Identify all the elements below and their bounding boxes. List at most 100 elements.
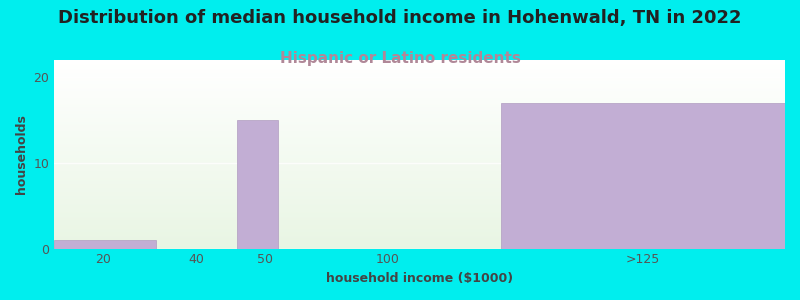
Bar — [54, 87, 785, 88]
Bar — [54, 201, 785, 202]
Bar — [54, 204, 785, 205]
Bar — [54, 101, 785, 102]
Bar — [54, 126, 785, 127]
Bar — [54, 139, 785, 140]
Bar — [54, 218, 785, 219]
Bar — [54, 217, 785, 218]
Bar — [54, 240, 156, 249]
Bar — [54, 143, 785, 144]
Bar — [54, 209, 785, 210]
Bar — [54, 224, 785, 225]
Bar — [54, 199, 785, 200]
Bar — [54, 79, 785, 80]
Bar — [54, 135, 785, 136]
Bar — [54, 245, 785, 246]
Bar — [54, 241, 785, 242]
Bar — [54, 75, 785, 76]
Bar — [54, 70, 785, 71]
Bar — [54, 161, 785, 162]
Bar — [54, 118, 785, 119]
Bar — [54, 73, 785, 74]
Bar — [54, 72, 785, 73]
Bar — [54, 88, 785, 89]
Bar — [54, 106, 785, 107]
Bar — [54, 231, 785, 232]
Bar — [54, 226, 785, 227]
Bar — [54, 120, 785, 121]
Bar — [54, 200, 785, 201]
Bar — [54, 151, 785, 152]
Bar — [54, 212, 785, 213]
Bar — [237, 120, 278, 249]
Bar — [54, 153, 785, 154]
Bar — [54, 133, 785, 134]
Bar — [54, 203, 785, 204]
Bar — [54, 244, 785, 245]
Bar — [54, 131, 785, 132]
Y-axis label: households: households — [15, 114, 28, 194]
Bar — [54, 174, 785, 175]
Bar — [54, 213, 785, 214]
Bar — [54, 183, 785, 184]
Bar — [54, 110, 785, 111]
Bar — [54, 150, 785, 151]
Bar — [54, 206, 785, 207]
Bar — [54, 62, 785, 63]
Bar — [54, 168, 785, 169]
Bar — [54, 80, 785, 81]
Bar — [54, 189, 785, 190]
Bar — [54, 118, 785, 119]
Bar — [54, 221, 785, 222]
Bar — [54, 114, 785, 115]
Bar — [54, 115, 785, 116]
Bar — [54, 116, 785, 117]
Bar — [54, 145, 785, 146]
Bar — [54, 123, 785, 124]
Bar — [54, 127, 785, 128]
Bar — [54, 172, 785, 173]
Bar — [54, 180, 785, 181]
Bar — [54, 91, 785, 92]
Bar — [54, 187, 785, 188]
Bar — [54, 177, 785, 178]
Bar — [54, 109, 785, 110]
Bar — [54, 81, 785, 82]
Bar — [54, 210, 785, 211]
Bar — [54, 185, 785, 186]
Bar — [54, 155, 785, 156]
Bar — [54, 237, 785, 238]
Bar — [54, 248, 785, 249]
Bar — [54, 112, 785, 113]
Bar — [54, 141, 785, 142]
Bar — [54, 176, 785, 177]
Bar — [54, 137, 785, 138]
Bar — [54, 243, 785, 244]
Bar — [54, 159, 785, 160]
Bar — [54, 193, 785, 194]
Bar — [54, 89, 785, 90]
Bar — [54, 170, 785, 171]
Bar — [54, 156, 785, 157]
Bar — [54, 111, 785, 112]
Bar — [54, 195, 785, 196]
Bar — [54, 121, 785, 122]
Bar — [54, 190, 785, 191]
Bar — [54, 191, 785, 192]
Bar — [54, 234, 785, 236]
Bar — [54, 247, 785, 248]
Bar — [54, 227, 785, 228]
Bar — [54, 144, 785, 145]
Bar — [501, 103, 785, 249]
Bar — [54, 65, 785, 66]
Bar — [54, 197, 785, 198]
Bar — [54, 163, 785, 164]
Bar — [54, 64, 785, 65]
Bar — [54, 194, 785, 195]
Bar — [54, 74, 785, 75]
Bar — [54, 233, 785, 234]
Bar — [54, 179, 785, 180]
Bar — [54, 66, 785, 67]
Bar — [54, 94, 785, 95]
Bar — [54, 228, 785, 229]
Bar — [54, 232, 785, 233]
